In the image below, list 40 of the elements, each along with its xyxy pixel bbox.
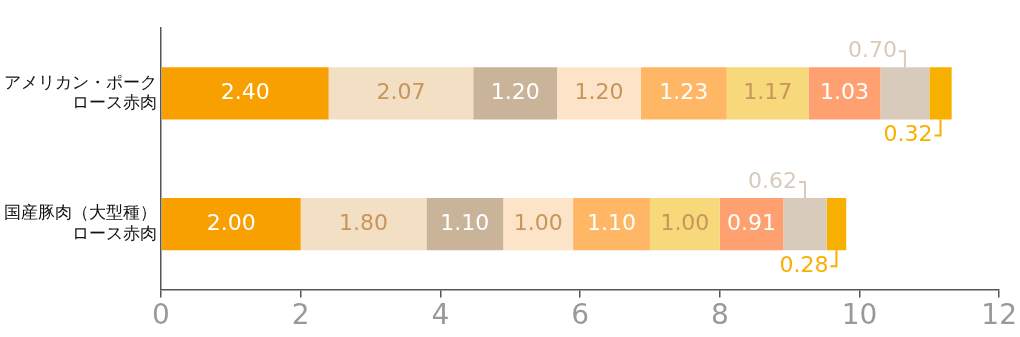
y-tick-label: アメリカン・ポークロース赤肉 [4, 71, 157, 112]
x-tick-label: 12 [981, 298, 1018, 332]
data-label: 1.23 [659, 79, 709, 105]
data-label: 2.07 [376, 79, 426, 105]
bar [426, 197, 504, 251]
data-label: 0.28 [779, 251, 829, 277]
bar [557, 67, 641, 120]
bar [808, 67, 881, 120]
data-label: 0.62 [748, 167, 798, 193]
data-label: 1.80 [339, 209, 389, 235]
data-label: 0.70 [847, 36, 897, 62]
bar [328, 67, 474, 120]
x-tick-label: 2 [291, 298, 310, 332]
data-label: 2.40 [220, 79, 270, 105]
data-label: 2.00 [206, 209, 256, 235]
x-tick-label: 10 [841, 298, 878, 332]
data-label: 1.10 [587, 209, 637, 235]
data-label: 0.91 [727, 209, 777, 235]
bar [300, 197, 427, 251]
bar [473, 67, 558, 120]
x-tick-label: 6 [571, 298, 590, 332]
bar [573, 197, 650, 251]
x-tick-label: 0 [152, 298, 170, 332]
data-label: 1.10 [440, 209, 490, 235]
data-label: 0.32 [883, 121, 933, 147]
bar [161, 67, 329, 120]
data-label: 1.00 [513, 209, 563, 235]
x-tick-label: 8 [710, 298, 729, 332]
data-label: 1.03 [819, 79, 869, 105]
data-label: 1.20 [574, 79, 624, 105]
data-label: 1.20 [490, 79, 540, 105]
bar [640, 67, 727, 120]
bar [503, 197, 574, 251]
data-label: 1.17 [743, 79, 793, 105]
bar [649, 197, 720, 251]
y-tick-label: 国産豚肉（大型種）ロース赤肉 [4, 202, 157, 243]
bar [161, 197, 301, 251]
data-label: 1.00 [660, 209, 710, 235]
x-tick-label: 4 [431, 298, 450, 332]
bar [726, 67, 809, 120]
